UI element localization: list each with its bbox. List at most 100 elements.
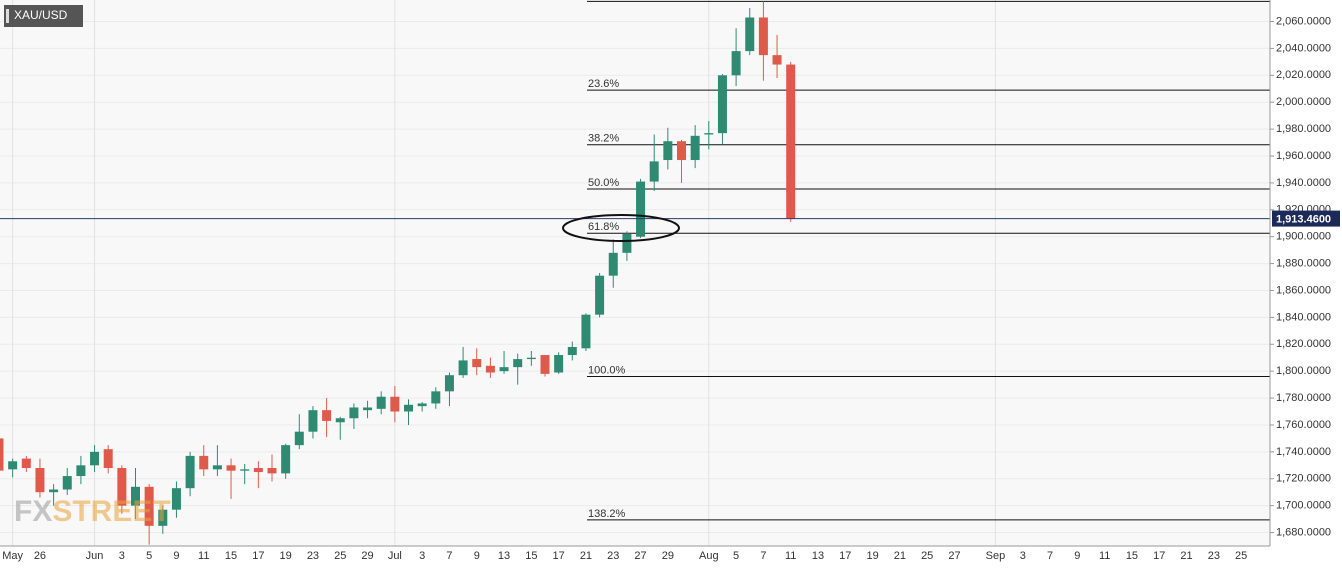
candle-body <box>704 133 714 135</box>
candle-body <box>322 410 332 421</box>
candle-body <box>636 181 646 237</box>
x-tick-label: 9 <box>1074 550 1080 562</box>
y-tick-label: 1,780.0000 <box>1276 392 1331 404</box>
y-tick-label: 1,980.0000 <box>1276 123 1331 135</box>
candle-body <box>554 355 564 373</box>
watermark-fx: FX <box>14 495 52 528</box>
x-tick-label: 15 <box>525 550 537 562</box>
y-tick-label: 1,680.0000 <box>1276 526 1331 538</box>
candle-body <box>144 486 154 526</box>
candle-body <box>485 365 495 373</box>
x-tick-label: 17 <box>553 550 565 562</box>
candle-body <box>390 396 400 412</box>
candle-body <box>526 357 536 360</box>
y-tick-label: 1,940.0000 <box>1276 177 1331 189</box>
x-tick-label: 27 <box>634 550 646 562</box>
fib-label: 23.6% <box>588 78 619 90</box>
candle-body <box>21 458 31 468</box>
y-tick-label: 1,960.0000 <box>1276 150 1331 162</box>
candle-body <box>649 161 659 182</box>
candle-body <box>472 359 482 368</box>
candle-body <box>513 359 523 368</box>
candle-body <box>772 55 782 65</box>
candle-body <box>458 360 468 376</box>
x-tick-label: 7 <box>446 550 452 562</box>
x-tick-label: 26 <box>34 550 46 562</box>
y-tick-label: 1,820.0000 <box>1276 338 1331 350</box>
chart-title: XAU/USD <box>14 8 68 22</box>
grid <box>0 0 1270 546</box>
y-tick-label: 1,900.0000 <box>1276 231 1331 243</box>
y-tick-label: 1,860.0000 <box>1276 284 1331 296</box>
y-tick-label: 2,060.0000 <box>1276 15 1331 27</box>
candle-body <box>731 51 741 76</box>
fib-label: 38.2% <box>588 133 619 145</box>
x-tick-label: 5 <box>733 550 739 562</box>
candle-body <box>158 509 168 526</box>
y-tick-label: 2,020.0000 <box>1276 69 1331 81</box>
x-tick-label: 25 <box>334 550 346 562</box>
candle-body <box>226 465 236 471</box>
x-tick-label: 11 <box>198 550 209 562</box>
fib-label: 61.8% <box>588 221 619 233</box>
x-tick-label: 17 <box>839 550 851 562</box>
candle-body <box>103 449 113 468</box>
fib-label: 50.0% <box>588 177 619 189</box>
candle-body <box>212 465 222 470</box>
x-tick-label: 23 <box>1208 550 1220 562</box>
candle-body <box>199 455 209 470</box>
candle-body <box>335 418 345 423</box>
candle-body <box>758 17 768 56</box>
title-icon <box>6 9 9 23</box>
candle-body <box>76 465 86 477</box>
x-tick-label: Sep <box>986 550 1006 562</box>
x-tick-label: 21 <box>1180 550 1192 562</box>
candle-body <box>745 17 755 52</box>
candle-body <box>499 367 509 372</box>
fib-label: 100.0% <box>588 364 626 376</box>
candle-body <box>622 234 632 253</box>
x-tick-label: 5 <box>146 550 152 562</box>
candle-body <box>444 375 454 392</box>
x-tick-label: 13 <box>812 550 824 562</box>
x-tick-label: Jun <box>86 550 104 562</box>
x-tick-label: 11 <box>1099 550 1110 562</box>
x-tick-label: 29 <box>361 550 373 562</box>
y-tick-label: 1,800.0000 <box>1276 365 1331 377</box>
x-tick-label: 15 <box>225 550 237 562</box>
candle-body <box>8 461 18 470</box>
title-box <box>4 5 83 27</box>
candle-body <box>431 391 441 404</box>
candle-body <box>663 141 673 161</box>
candle-body <box>540 355 550 374</box>
candle-body <box>117 468 127 506</box>
x-tick-label: 21 <box>580 550 592 562</box>
candle-body <box>267 468 277 474</box>
candle-body <box>62 476 72 490</box>
x-tick-label: 3 <box>1020 550 1026 562</box>
watermark-street: STREET <box>52 495 170 528</box>
y-tick-label: 1,740.0000 <box>1276 446 1331 458</box>
candle-body <box>35 468 45 493</box>
candle-body <box>253 468 263 473</box>
candle-body <box>417 403 427 407</box>
y-tick-label: 1,760.0000 <box>1276 419 1331 431</box>
x-tick-label: May <box>2 550 23 562</box>
candle-body <box>786 64 796 219</box>
x-tick-label: 3 <box>119 550 125 562</box>
y-tick-label: 2,000.0000 <box>1276 96 1331 108</box>
candle-body <box>240 469 250 471</box>
watermark: FXSTREET <box>14 495 171 528</box>
candle-body <box>349 407 359 419</box>
marks: 23.6% 38.2% 50.0% 61.8% 100.0% 138.2% <box>0 0 1270 545</box>
candle-body <box>90 451 100 466</box>
x-tick-label: 23 <box>607 550 619 562</box>
fib-label: 138.2% <box>588 508 626 520</box>
x-tick-label: 17 <box>252 550 264 562</box>
x-tick-label: Aug <box>699 550 719 562</box>
candle-body <box>171 488 181 510</box>
x-tick-label: 17 <box>1153 550 1165 562</box>
candle-body <box>717 75 727 134</box>
